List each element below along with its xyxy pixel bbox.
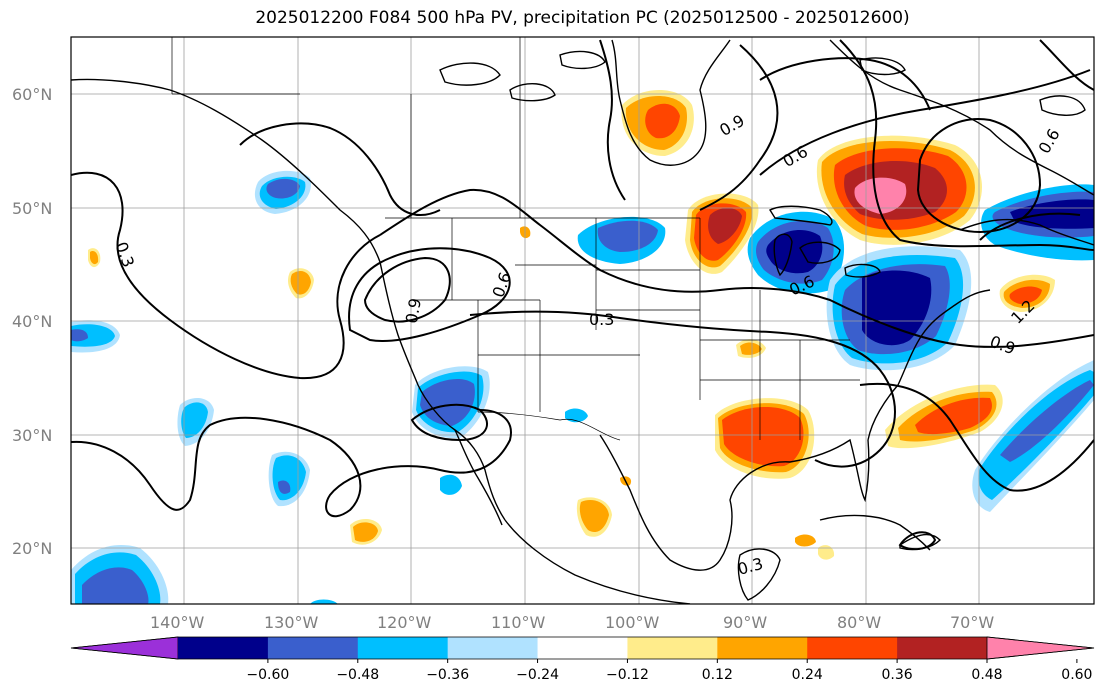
colorbar-segment [267,637,359,659]
colorbar-extend-low [70,636,179,660]
coastlines [71,39,1094,604]
colorbar-tick-label: 0.48 [971,667,1002,683]
lon-label: 80°W [837,613,881,632]
graticule [71,37,1094,604]
colorbar: −0.60 −0.48 −0.36 −0.24 −0.12 0.12 0.24 0.36 0.4… [70,636,1095,683]
colorbar-segment [897,637,988,659]
contour-label: 0.9 [402,297,425,325]
colorbar-tick-label: −0.12 [606,667,649,683]
colorbar-extend-high [986,636,1095,660]
lon-label: 90°W [723,613,767,632]
colorbar-segment [717,637,808,659]
colorbar-tick-label: −0.36 [426,667,469,683]
colorbar-outline [70,636,1095,660]
lon-label: 120°W [377,613,432,632]
lon-label: 100°W [605,613,660,632]
lon-label: 140°W [150,613,205,632]
precip-shading [71,90,1094,604]
map-border [70,36,1095,605]
borders [171,37,860,441]
contour-label: 0.3 [589,310,614,329]
lon-label: 110°W [491,613,546,632]
colorbar-segment [537,637,628,659]
colorbar-tick-label: 0.60 [1061,667,1092,683]
colorbar-segment [447,637,539,659]
lat-label: 30°N [12,426,52,445]
colorbar-segment [178,637,269,659]
colorbar-tick-label: −0.48 [336,667,379,683]
colorbar-tick-label: −0.24 [516,667,559,683]
colorbar-segment [627,637,718,659]
lat-label: 50°N [12,199,52,218]
pv-contours [71,39,1094,551]
colorbar-segment [357,637,449,659]
lat-label: 20°N [12,539,52,558]
colorbar-tick-label: 0.36 [882,667,913,683]
lat-label: 60°N [12,85,52,104]
lat-label: 40°N [12,312,52,331]
map-title: 2025012200 F084 500 hPa PV, precipitatio… [255,8,910,28]
lon-label: 70°W [950,613,994,632]
colorbar-tick-label: −0.60 [246,667,289,683]
longitude-labels: 140°W 130°W 120°W 110°W 100°W 90°W 80°W … [150,613,994,632]
colorbar-tick-label: 0.24 [792,667,823,683]
lon-label: 130°W [264,613,319,632]
colorbar-tick-label: 0.12 [702,667,733,683]
colorbar-segment [807,637,898,659]
latitude-labels: 60°N 50°N 40°N 30°N 20°N [12,85,52,558]
